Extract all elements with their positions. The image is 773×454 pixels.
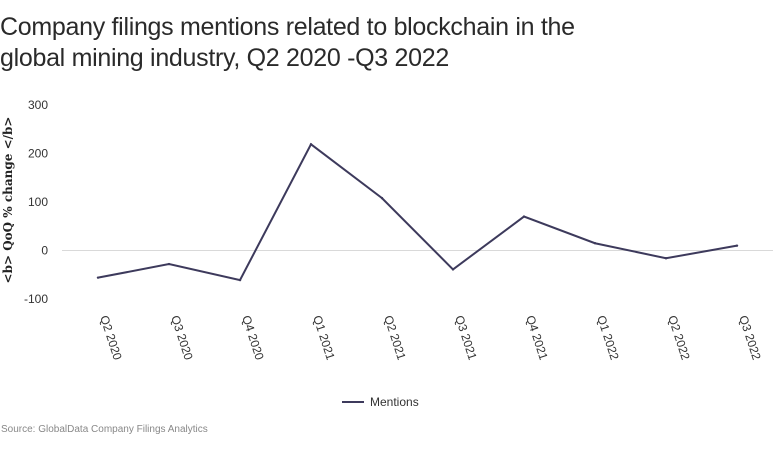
x-tick-label: Q3 2021: [452, 314, 480, 362]
x-tick-label: Q1 2022: [594, 314, 622, 362]
y-tick-label: -100: [24, 292, 48, 306]
data-point: [735, 244, 739, 247]
data-point: [451, 268, 455, 271]
source-note: Source: GlobalData Company Filings Analy…: [1, 424, 208, 435]
data-point: [167, 262, 171, 266]
series-line-mentions: [97, 142, 738, 282]
x-tick-label: Q3 2020: [168, 314, 196, 362]
chart-title-line-1: Company filings mentions related to bloc…: [0, 13, 575, 41]
x-tick-label: Q4 2021: [523, 314, 551, 362]
x-axis: Q2 2020 Q3 2020 Q4 2020 Q1 2021 Q2 2021 Q3 20…: [97, 314, 764, 362]
x-tick-label: Q3 2022: [736, 314, 764, 362]
legend: Mentions: [342, 395, 419, 409]
y-tick-label: 200: [28, 147, 48, 161]
data-point: [593, 242, 597, 245]
x-tick-label: Q1 2021: [310, 314, 338, 362]
data-point: [522, 215, 526, 218]
data-point: [309, 143, 313, 146]
y-tick-label: 300: [28, 98, 48, 112]
chart-title: Company filings mentions related to bloc…: [0, 12, 700, 74]
x-tick-label: Q2 2020: [97, 314, 125, 362]
x-tick-label: Q2 2022: [665, 314, 693, 362]
y-tick-label: 0: [41, 244, 48, 258]
data-point: [380, 196, 384, 200]
chart-title-line-2: global mining industry, Q2 2020 -Q3 2022: [0, 44, 449, 72]
data-point: [238, 278, 242, 282]
y-axis-label: <b> QoQ % change </b>: [1, 117, 15, 284]
x-tick-label: Q2 2021: [381, 314, 409, 362]
data-point: [96, 276, 100, 279]
series-layer: [96, 142, 739, 282]
y-tick-label: 100: [28, 195, 48, 209]
x-tick-label: Q4 2020: [239, 314, 267, 362]
y-axis: 300 200 100 0 -100: [24, 98, 773, 306]
legend-label-mentions: Mentions: [370, 395, 419, 409]
data-point: [664, 257, 668, 260]
